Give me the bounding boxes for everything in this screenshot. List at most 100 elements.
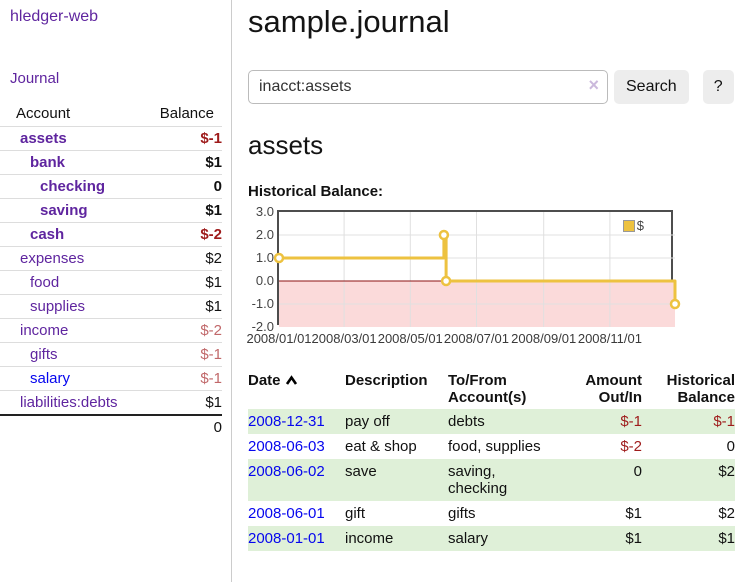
x-axis-tick: 2008/03/01	[311, 331, 377, 346]
transaction-description: income	[345, 530, 394, 547]
y-axis-tick: 1.0	[255, 250, 274, 265]
y-axis-tick: 2.0	[255, 227, 274, 242]
transaction-amount: 0	[633, 463, 642, 480]
transaction-description: save	[345, 463, 377, 480]
accounts-total-value: 0	[142, 414, 222, 439]
register-column-amount: Amount Out/In	[585, 372, 642, 406]
account-balance: $-1	[142, 342, 222, 367]
account-link-bank[interactable]: bank	[30, 154, 66, 171]
chart-plot-area: $ 3.0 2.0 1.0 0.0 -1.0 -2.0 2008/01/01 2008/03…	[246, 204, 681, 346]
help-button[interactable]: ?	[702, 70, 734, 104]
account-link-expenses[interactable]: expenses	[20, 250, 85, 267]
transaction-date-link[interactable]: 2008-06-01	[248, 505, 325, 522]
account-balance: $2	[142, 246, 222, 271]
register-row: 2008-01-01 income salary $1 $1	[248, 526, 735, 551]
search-input[interactable]	[248, 70, 608, 104]
y-axis-tick: 3.0	[255, 204, 274, 219]
account-row-food: food $1	[0, 270, 222, 295]
transaction-accounts: gifts	[448, 505, 476, 522]
accounts-column-account: Account	[16, 105, 71, 122]
x-axis-tick: 2008/05/01	[377, 331, 443, 346]
transaction-date-link[interactable]: 2008-12-31	[248, 413, 325, 430]
register-column-balance: Historical Balance	[666, 372, 735, 406]
register-row: 2008-06-01 gift gifts $1 $2	[248, 501, 735, 526]
transaction-accounts: salary	[448, 530, 489, 547]
register-row: 2008-06-03 eat & shop food, supplies $-2…	[248, 434, 735, 459]
account-balance: $-2	[142, 222, 222, 247]
account-row-cash: cash $-2	[0, 222, 222, 247]
account-link-salary[interactable]: salary	[30, 370, 71, 387]
chart-legend: $	[621, 217, 645, 234]
legend-label: $	[636, 218, 644, 233]
transaction-accounts: debts	[448, 413, 485, 430]
account-row-gifts: gifts $-1	[0, 342, 222, 367]
transaction-amount: $1	[625, 505, 642, 522]
account-heading: assets	[248, 130, 324, 160]
account-row-saving: saving $1	[0, 198, 222, 223]
x-axis-tick: 2008/09/01	[511, 331, 577, 346]
transaction-description: pay off	[345, 413, 390, 430]
transaction-description: eat & shop	[345, 438, 417, 455]
transaction-date-link[interactable]: 2008-01-01	[248, 530, 325, 547]
historical-balance-chart: $ 3.0 2.0 1.0 0.0 -1.0 -2.0 2008/01/01 2008/03…	[246, 204, 681, 346]
account-link-supplies[interactable]: supplies	[30, 298, 86, 315]
register-row: 2008-12-31 pay off debts $-1 $-1	[248, 409, 735, 434]
transaction-balance: $1	[718, 530, 735, 547]
page-title: sample.journal	[248, 4, 450, 39]
transaction-amount: $1	[625, 530, 642, 547]
chart-title: Historical Balance:	[248, 183, 384, 200]
main-content: sample.journal × Search ? assets Histori…	[232, 0, 742, 551]
account-row-checking: checking 0	[0, 174, 222, 199]
account-row-expenses: expenses $2	[0, 246, 222, 271]
account-row-salary: salary $-1	[0, 366, 222, 391]
y-axis-tick: -1.0	[251, 296, 274, 311]
account-link-food[interactable]: food	[30, 274, 60, 291]
account-balance: $1	[142, 150, 222, 175]
account-link-assets[interactable]: assets	[20, 130, 67, 147]
accounts-column-balance: Balance	[159, 105, 214, 122]
search-button[interactable]: Search	[614, 70, 689, 104]
sidebar-item-journal[interactable]: Journal	[10, 70, 60, 87]
transaction-accounts: saving, checking	[448, 463, 508, 497]
register-column-accounts: To/From Account(s)	[448, 372, 527, 406]
register-column-date[interactable]: Date	[248, 369, 345, 409]
sort-ascending-icon	[285, 375, 297, 385]
transaction-balance: $-1	[713, 413, 735, 430]
accounts-total-row: 0	[0, 414, 222, 439]
transaction-date-link[interactable]: 2008-06-03	[248, 438, 325, 455]
account-row-assets: assets $-1	[0, 126, 222, 151]
x-axis-tick: 2008/11/01	[577, 331, 642, 346]
account-link-income[interactable]: income	[20, 322, 69, 339]
register-column-description: Description	[345, 372, 428, 389]
account-link-saving[interactable]: saving	[40, 202, 88, 219]
x-axis-tick: 2008/07/01	[443, 331, 509, 346]
account-row-liabilities-debts: liabilities:debts $1	[0, 390, 222, 415]
transaction-amount: $-2	[620, 438, 642, 455]
account-link-liabilities-debts[interactable]: liabilities:debts	[20, 394, 118, 411]
accounts-table: Account Balance assets $-1 bank $1 check…	[0, 102, 222, 439]
app-title-link[interactable]: hledger-web	[10, 8, 99, 25]
transaction-balance: 0	[726, 438, 735, 455]
account-balance: $-2	[142, 318, 222, 343]
transaction-balance: $2	[718, 505, 735, 522]
register-row: 2008-06-02 save saving, checking 0 $2	[248, 459, 735, 501]
chart-line-series	[273, 212, 681, 327]
account-link-gifts[interactable]: gifts	[30, 346, 58, 363]
account-balance: $1	[142, 198, 222, 223]
account-balance: $1	[142, 390, 222, 415]
transaction-balance: $2	[718, 463, 735, 480]
account-row-supplies: supplies $1	[0, 294, 222, 319]
transaction-date-link[interactable]: 2008-06-02	[248, 463, 325, 480]
account-balance: 0	[142, 174, 222, 199]
legend-swatch-icon	[622, 219, 635, 232]
account-link-cash[interactable]: cash	[30, 226, 65, 243]
search-form: × Search ?	[248, 70, 735, 104]
account-row-bank: bank $1	[0, 150, 222, 175]
account-balance: $1	[142, 294, 222, 319]
sidebar: hledger-web Journal Account Balance asse…	[0, 0, 232, 582]
account-balance: $-1	[142, 126, 222, 151]
y-axis-tick: 0.0	[255, 273, 274, 288]
account-balance: $1	[142, 270, 222, 295]
account-link-checking[interactable]: checking	[40, 178, 106, 195]
clear-search-icon[interactable]: ×	[588, 75, 599, 95]
